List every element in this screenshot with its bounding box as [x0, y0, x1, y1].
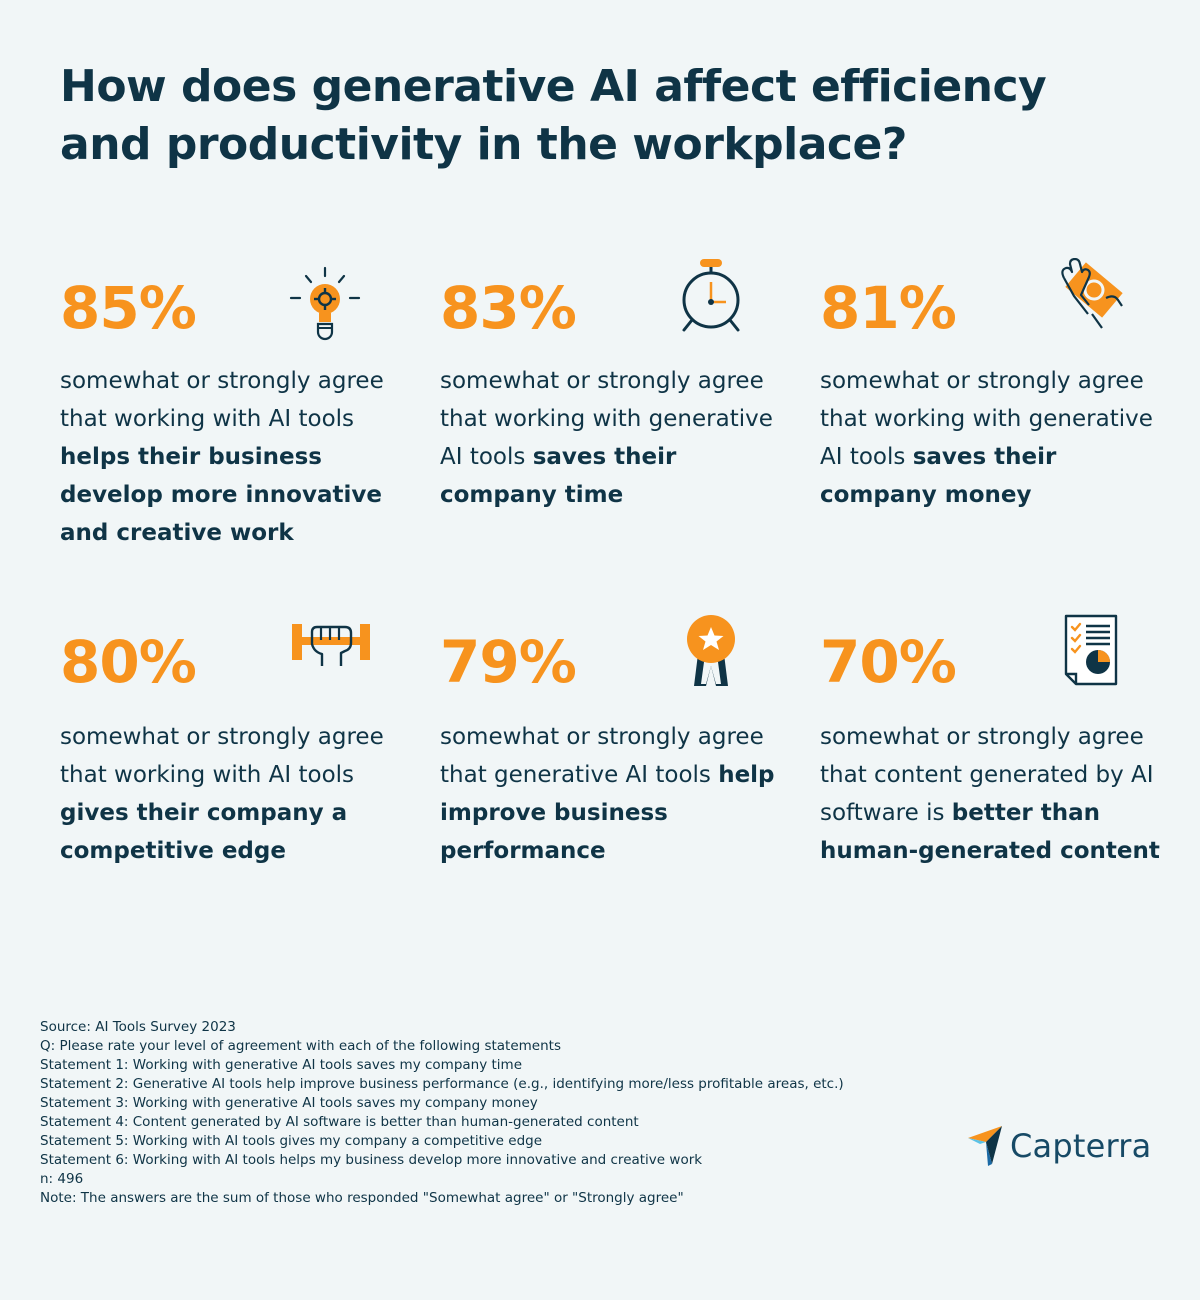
sample-size-line: n: 496 [40, 1171, 84, 1187]
stat-card: 83% somewhat or strongly agree that work… [440, 276, 780, 514]
statement-line: Statement 5: Working with AI tools gives… [40, 1133, 543, 1149]
page-title: How does generative AI affect efficiency… [60, 61, 1047, 170]
capterra-arrow-icon [968, 1126, 1002, 1166]
fist-dumbbell-icon [292, 624, 370, 666]
stat-description: somewhat or strongly agree that generati… [440, 724, 775, 864]
statement-line: Statement 3: Working with generative AI … [40, 1095, 538, 1111]
note-line: Note: The answers are the sum of those w… [40, 1190, 684, 1206]
stat-description: somewhat or strongly agree that working … [440, 368, 773, 508]
stat-description: somewhat or strongly agree that working … [60, 368, 384, 546]
stat-card: 85% somewhat or strongly agree that work… [60, 276, 400, 552]
stat-card: 79% somewhat or strongly agree that gene… [440, 630, 780, 870]
stat-description: somewhat or strongly agree that content … [820, 724, 1160, 864]
lightbulb-gear-icon [289, 266, 361, 341]
stat-percentage: 85% [60, 274, 197, 342]
stat-percentage: 81% [820, 274, 957, 342]
statement-line: Statement 2: Generative AI tools help im… [40, 1076, 844, 1092]
logo-text: Capterra [1010, 1127, 1152, 1165]
stat-card: 70% somewhat or strongly agree that cont… [820, 630, 1160, 870]
stat-description: somewhat or strongly agree that working … [820, 368, 1153, 508]
statement-line: Statement 6: Working with AI tools helps… [40, 1152, 703, 1168]
source-line: Source: AI Tools Survey 2023 [40, 1019, 236, 1035]
stat-card: 80% somewhat or strongly agree that work… [60, 630, 400, 870]
alarm-clock-icon [682, 259, 740, 332]
hand-money-icon [1061, 258, 1123, 329]
question-line: Q: Please rate your level of agreement w… [40, 1038, 561, 1054]
stat-percentage: 70% [820, 628, 957, 696]
stat-card: 81% somewhat or strongly agree that work… [820, 276, 1160, 514]
stat-description: somewhat or strongly agree that working … [60, 724, 384, 864]
report-pie-chart-icon [1064, 614, 1118, 686]
stat-percentage: 80% [60, 628, 197, 696]
statement-line: Statement 4: Content generated by AI sof… [40, 1114, 639, 1130]
award-ribbon-icon [687, 615, 735, 686]
source-notes: Source: AI Tools Survey 2023 Q: Please r… [40, 1018, 940, 1208]
stat-percentage: 79% [440, 628, 577, 696]
stat-percentage: 83% [440, 274, 577, 342]
statement-line: Statement 1: Working with generative AI … [40, 1057, 522, 1073]
